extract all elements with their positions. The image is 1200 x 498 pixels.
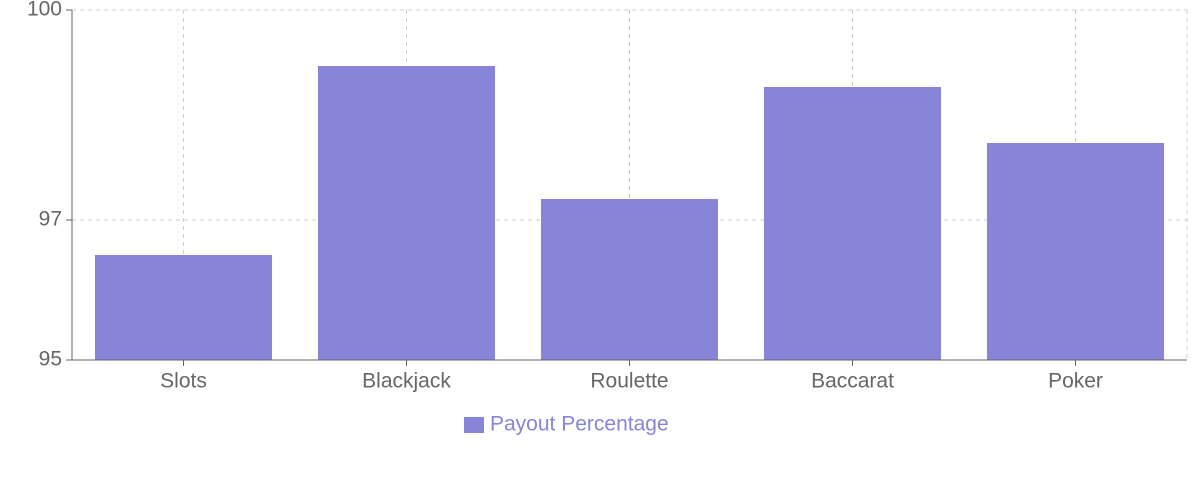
x-tick-label: Roulette: [590, 370, 668, 393]
y-tick-label: 97: [39, 208, 62, 231]
legend-swatch: [464, 417, 484, 433]
x-tick-label: Blackjack: [362, 370, 451, 393]
legend-label: Payout Percentage: [490, 413, 669, 436]
x-tick-label: Baccarat: [811, 370, 894, 393]
x-tick-label: Poker: [1048, 370, 1103, 393]
x-tick-label: Slots: [160, 370, 207, 393]
y-tick-label: 100: [27, 0, 62, 21]
bar: [986, 143, 1165, 360]
y-tick-label: 95: [39, 348, 62, 371]
bar: [94, 255, 273, 360]
bar: [763, 87, 942, 360]
bar: [540, 199, 719, 360]
bar: [317, 66, 496, 360]
